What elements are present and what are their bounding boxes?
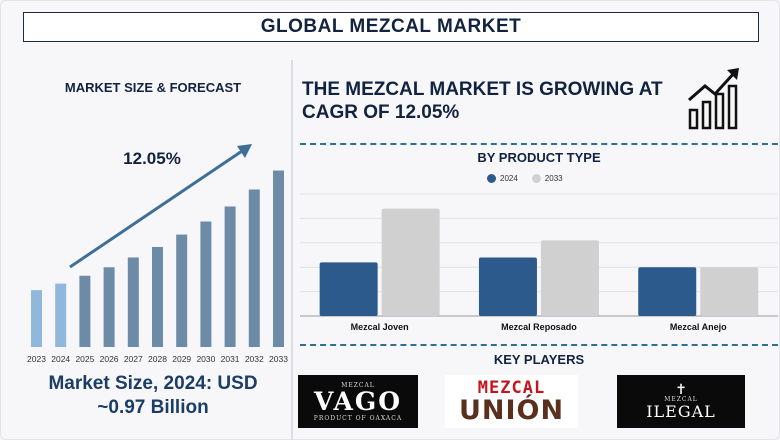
- market-size-line1: Market Size, 2024: USD: [48, 373, 258, 394]
- forecast-bar-2023: [31, 290, 42, 347]
- cagr-label: 12.05%: [123, 149, 181, 168]
- forecast-bar-2028: [152, 247, 163, 347]
- bar-mezcal-joven-2033: [381, 208, 440, 316]
- legend-swatch: [531, 174, 541, 183]
- bar-mezcal-joven-2024: [319, 262, 378, 316]
- legend-item-2024: 2024: [487, 174, 518, 183]
- forecast-bar-2033: [273, 170, 284, 347]
- forecast-bar-2031: [224, 206, 236, 347]
- vertical-divider: [291, 60, 293, 440]
- year-tick-label: 2032: [245, 354, 264, 364]
- year-tick-label: 2033: [269, 354, 288, 364]
- forecast-bar-2029: [176, 234, 188, 347]
- section-divider-top: [300, 143, 778, 145]
- forecast-bar-2032: [248, 189, 260, 347]
- category-label: Mezcal Joven: [351, 322, 409, 332]
- year-tick-label: 2030: [196, 354, 215, 364]
- bar-mezcal-anejo-2024: [638, 267, 697, 316]
- market-size-line2: ~0.97 Billion: [97, 397, 209, 418]
- title-box: GLOBAL MEZCAL MARKET: [23, 12, 759, 42]
- year-tick-label: 2028: [148, 354, 167, 364]
- union-logo-name: UNIÓN: [458, 394, 565, 426]
- category-label: Mezcal Reposado: [501, 322, 577, 332]
- section-divider-bottom: [300, 344, 778, 346]
- page-title: GLOBAL MEZCAL MARKET: [260, 16, 522, 37]
- product-type-title: BY PRODUCT TYPE: [477, 150, 601, 165]
- forecast-bar-2025: [79, 275, 91, 347]
- growth-arrow-head: [237, 144, 252, 158]
- year-tick-label: 2024: [51, 354, 70, 364]
- bar-mezcal-reposado-2024: [478, 257, 537, 316]
- vago-logo-bottom: PRODUCT OF OAXACA: [313, 414, 403, 422]
- year-tick-label: 2031: [221, 354, 240, 364]
- bar-mezcal-reposado-2033: [540, 240, 599, 316]
- legend-item-2033: 2033: [531, 174, 563, 183]
- ilegal-logo-top: MEZCAL: [664, 396, 698, 403]
- forecast-bar-2030: [200, 221, 212, 347]
- year-tick-label: 2027: [124, 354, 143, 364]
- vago-logo-top: MEZCAL: [341, 381, 375, 389]
- forecast-bar-2026: [103, 267, 115, 347]
- market-forecast-chart: 2023 2024 2025 2026 2027 2028 2029 2030 2031 2032…: [27, 144, 288, 364]
- cagr-headline: THE MEZCAL MARKET IS GROWING AT CAGR OF …: [302, 79, 663, 123]
- year-tick-label: 2026: [100, 354, 119, 364]
- year-tick-label: 2029: [172, 354, 191, 364]
- forecast-bar-2024: [55, 283, 67, 347]
- cross-icon: ✝: [675, 381, 687, 397]
- product-legend: 2024 2033: [487, 174, 577, 183]
- growth-trend-icon: [688, 68, 739, 130]
- market-size-text: Market Size, 2024: USD ~0.97 Billion: [8, 372, 298, 420]
- growth-arrow-line: [69, 145, 249, 269]
- market-size-heading: MARKET SIZE & FORECAST: [64, 80, 242, 95]
- union-logo-top: MEZCAL: [477, 377, 546, 398]
- legend-label: 2024: [500, 174, 518, 183]
- forecast-bar-2027: [127, 257, 139, 347]
- year-tick-label: 2023: [27, 354, 46, 364]
- year-tick-label: 2025: [75, 354, 94, 364]
- ilegal-logo-name: ILEGAL: [646, 402, 716, 421]
- vago-logo: MEZCAL VAGO PRODUCT OF OAXACA: [298, 375, 418, 428]
- legend-label: 2033: [544, 174, 563, 183]
- ilegal-logo: ✝ MEZCAL ILEGAL: [617, 375, 745, 428]
- product-type-chart: Mezcal Joven Mezcal Reposado Mezcal Anejo: [300, 193, 778, 332]
- vago-logo-name: VAGO: [314, 386, 402, 416]
- legend-swatch: [487, 174, 496, 183]
- bar-mezcal-anejo-2033: [700, 267, 759, 316]
- key-players-title: KEY PLAYERS: [493, 352, 585, 367]
- union-logo: MEZCAL UNIÓN: [445, 375, 578, 428]
- category-label: Mezcal Anejo: [670, 322, 727, 332]
